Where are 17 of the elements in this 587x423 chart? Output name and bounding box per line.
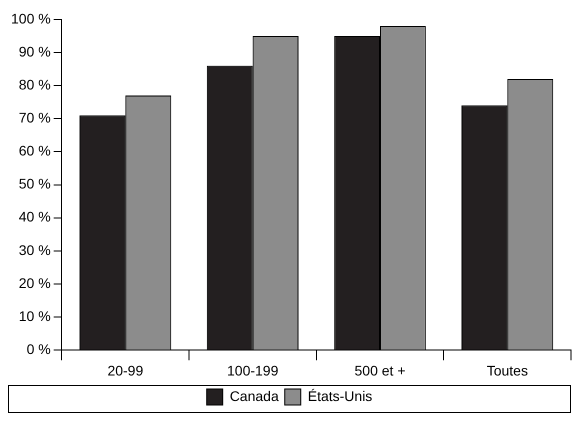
y-tick-label: 100 %	[10, 10, 51, 26]
y-tick-label: 10 %	[18, 308, 51, 324]
x-tick-label: 500 et +	[354, 362, 406, 378]
y-tick-label: 30 %	[18, 242, 51, 258]
legend-label: États-Unis	[308, 388, 372, 404]
x-tick-label: Toutes	[486, 362, 528, 378]
y-tick-label: 50 %	[18, 176, 51, 192]
x-tick-label: 100-199	[226, 362, 279, 378]
x-tick-label: 20-99	[107, 362, 144, 378]
y-tick-label: 80 %	[18, 76, 51, 92]
y-tick-label: 0 %	[26, 341, 51, 358]
y-tick-label: 90 %	[18, 43, 51, 60]
legend-label: Canada	[230, 388, 279, 404]
y-tick-label: 60 %	[18, 142, 51, 159]
y-tick-label: 40 %	[18, 208, 51, 225]
y-tick-label: 20 %	[18, 274, 51, 291]
y-tick-label: 70 %	[18, 110, 51, 126]
